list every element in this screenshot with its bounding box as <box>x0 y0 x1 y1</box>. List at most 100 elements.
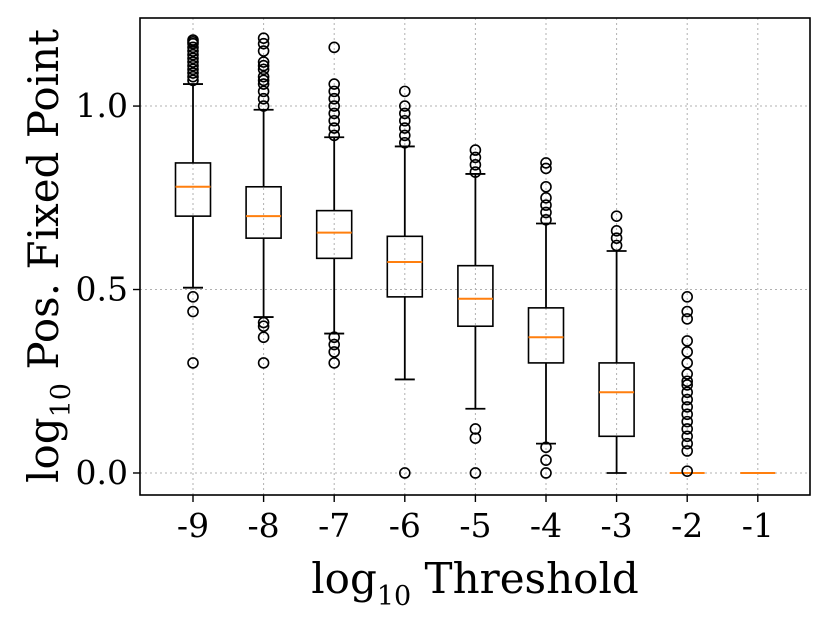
outlier-point <box>681 335 694 347</box>
box-group-minus3 <box>598 210 635 474</box>
outlier-point <box>187 41 199 54</box>
outlier-point <box>257 357 270 369</box>
outlier-point <box>681 393 694 406</box>
x-tick-label: -6 <box>389 506 421 545</box>
box-group-minus5 <box>457 144 494 479</box>
box-group-minus4 <box>527 157 565 479</box>
outlier-point <box>187 45 199 57</box>
outlier-point <box>681 313 694 325</box>
y-axis-label-rest: Pos. Fixed Point <box>19 29 68 383</box>
outlier-point <box>328 114 341 127</box>
outlier-point <box>681 423 694 435</box>
outlier-point <box>187 67 199 79</box>
outlier-point <box>398 114 411 127</box>
outlier-point <box>681 437 694 450</box>
outlier-point <box>187 34 199 46</box>
box-group-minus6 <box>386 85 424 479</box>
x-axis-label-main: log <box>311 554 377 603</box>
outlier-point <box>257 74 270 87</box>
outlier-point <box>398 136 411 149</box>
x-axis-label: log10 Threshold <box>311 554 639 612</box>
outlier-point <box>257 45 270 57</box>
x-tick-label: -8 <box>248 506 280 545</box>
outlier-point <box>681 291 694 303</box>
box-group-minus7 <box>315 41 353 369</box>
outlier-point <box>681 445 694 457</box>
outlier-point <box>187 52 199 65</box>
outlier-point <box>469 144 482 156</box>
outlier-point <box>681 368 694 380</box>
outlier-point <box>187 291 199 303</box>
box-iqr <box>527 307 565 364</box>
outlier-point <box>328 92 341 105</box>
outlier-point <box>398 100 411 112</box>
outlier-point <box>328 338 341 351</box>
outlier-point <box>328 85 341 98</box>
outlier-point <box>257 92 270 105</box>
outlier-point <box>540 206 552 219</box>
outlier-point <box>681 415 694 428</box>
outlier-point <box>187 357 199 369</box>
outlier-point <box>328 357 341 369</box>
outlier-point <box>540 214 552 226</box>
outlier-point <box>257 316 270 329</box>
outlier-point <box>257 63 270 76</box>
outlier-point <box>540 157 552 169</box>
outlier-point <box>257 56 270 68</box>
outlier-point <box>187 56 199 68</box>
outlier-point <box>681 375 694 388</box>
outlier-point <box>257 59 270 72</box>
outlier-point <box>681 465 694 477</box>
box-iqr <box>315 209 353 260</box>
box-group-minus9 <box>174 34 212 369</box>
outlier-point <box>328 122 341 134</box>
outlier-point <box>257 78 270 90</box>
x-tick-label: -9 <box>177 506 209 545</box>
outlier-point <box>187 70 199 83</box>
outlier-point <box>610 210 623 222</box>
outlier-point <box>681 408 694 421</box>
outlier-point <box>681 401 694 413</box>
outlier-point <box>469 467 482 479</box>
box-group-minus2 <box>669 291 705 477</box>
outlier-point <box>681 386 694 399</box>
outlier-point <box>681 430 694 443</box>
y-axis-label-sub: 10 <box>46 383 77 417</box>
outlier-point <box>540 180 552 193</box>
x-tick-label: -2 <box>671 506 703 545</box>
y-tick-label: 0.5 <box>76 270 128 309</box>
outlier-point <box>257 37 270 50</box>
outlier-point <box>540 467 552 479</box>
x-tick-label: -3 <box>601 506 633 545</box>
box-iqr <box>174 162 212 217</box>
box-iqr <box>598 362 635 438</box>
outlier-point <box>469 158 482 171</box>
grid-lines <box>140 18 810 495</box>
outlier-point <box>398 107 411 120</box>
outlier-point <box>328 78 341 90</box>
outlier-point <box>398 129 411 142</box>
outlier-point <box>398 85 411 98</box>
outlier-point <box>257 70 270 83</box>
box-iqr <box>386 235 424 298</box>
outlier-point <box>681 357 694 369</box>
x-tick-label: -7 <box>318 506 350 545</box>
outlier-point <box>257 32 270 44</box>
outlier-point <box>328 331 341 344</box>
y-tick-label: 0.0 <box>76 453 128 492</box>
outlier-point <box>187 74 199 87</box>
outlier-point <box>328 41 341 54</box>
box-iqr <box>245 185 282 239</box>
outlier-point <box>610 232 623 244</box>
outlier-point <box>257 320 270 333</box>
boxes-layer <box>174 32 776 479</box>
outlier-point <box>610 239 623 252</box>
outlier-point <box>398 467 411 479</box>
outlier-point <box>328 100 341 112</box>
outlier-point <box>540 454 552 466</box>
box-group-minus8 <box>245 32 282 369</box>
x-tick-label: -4 <box>530 506 562 545</box>
x-tick-label: -1 <box>742 506 774 545</box>
